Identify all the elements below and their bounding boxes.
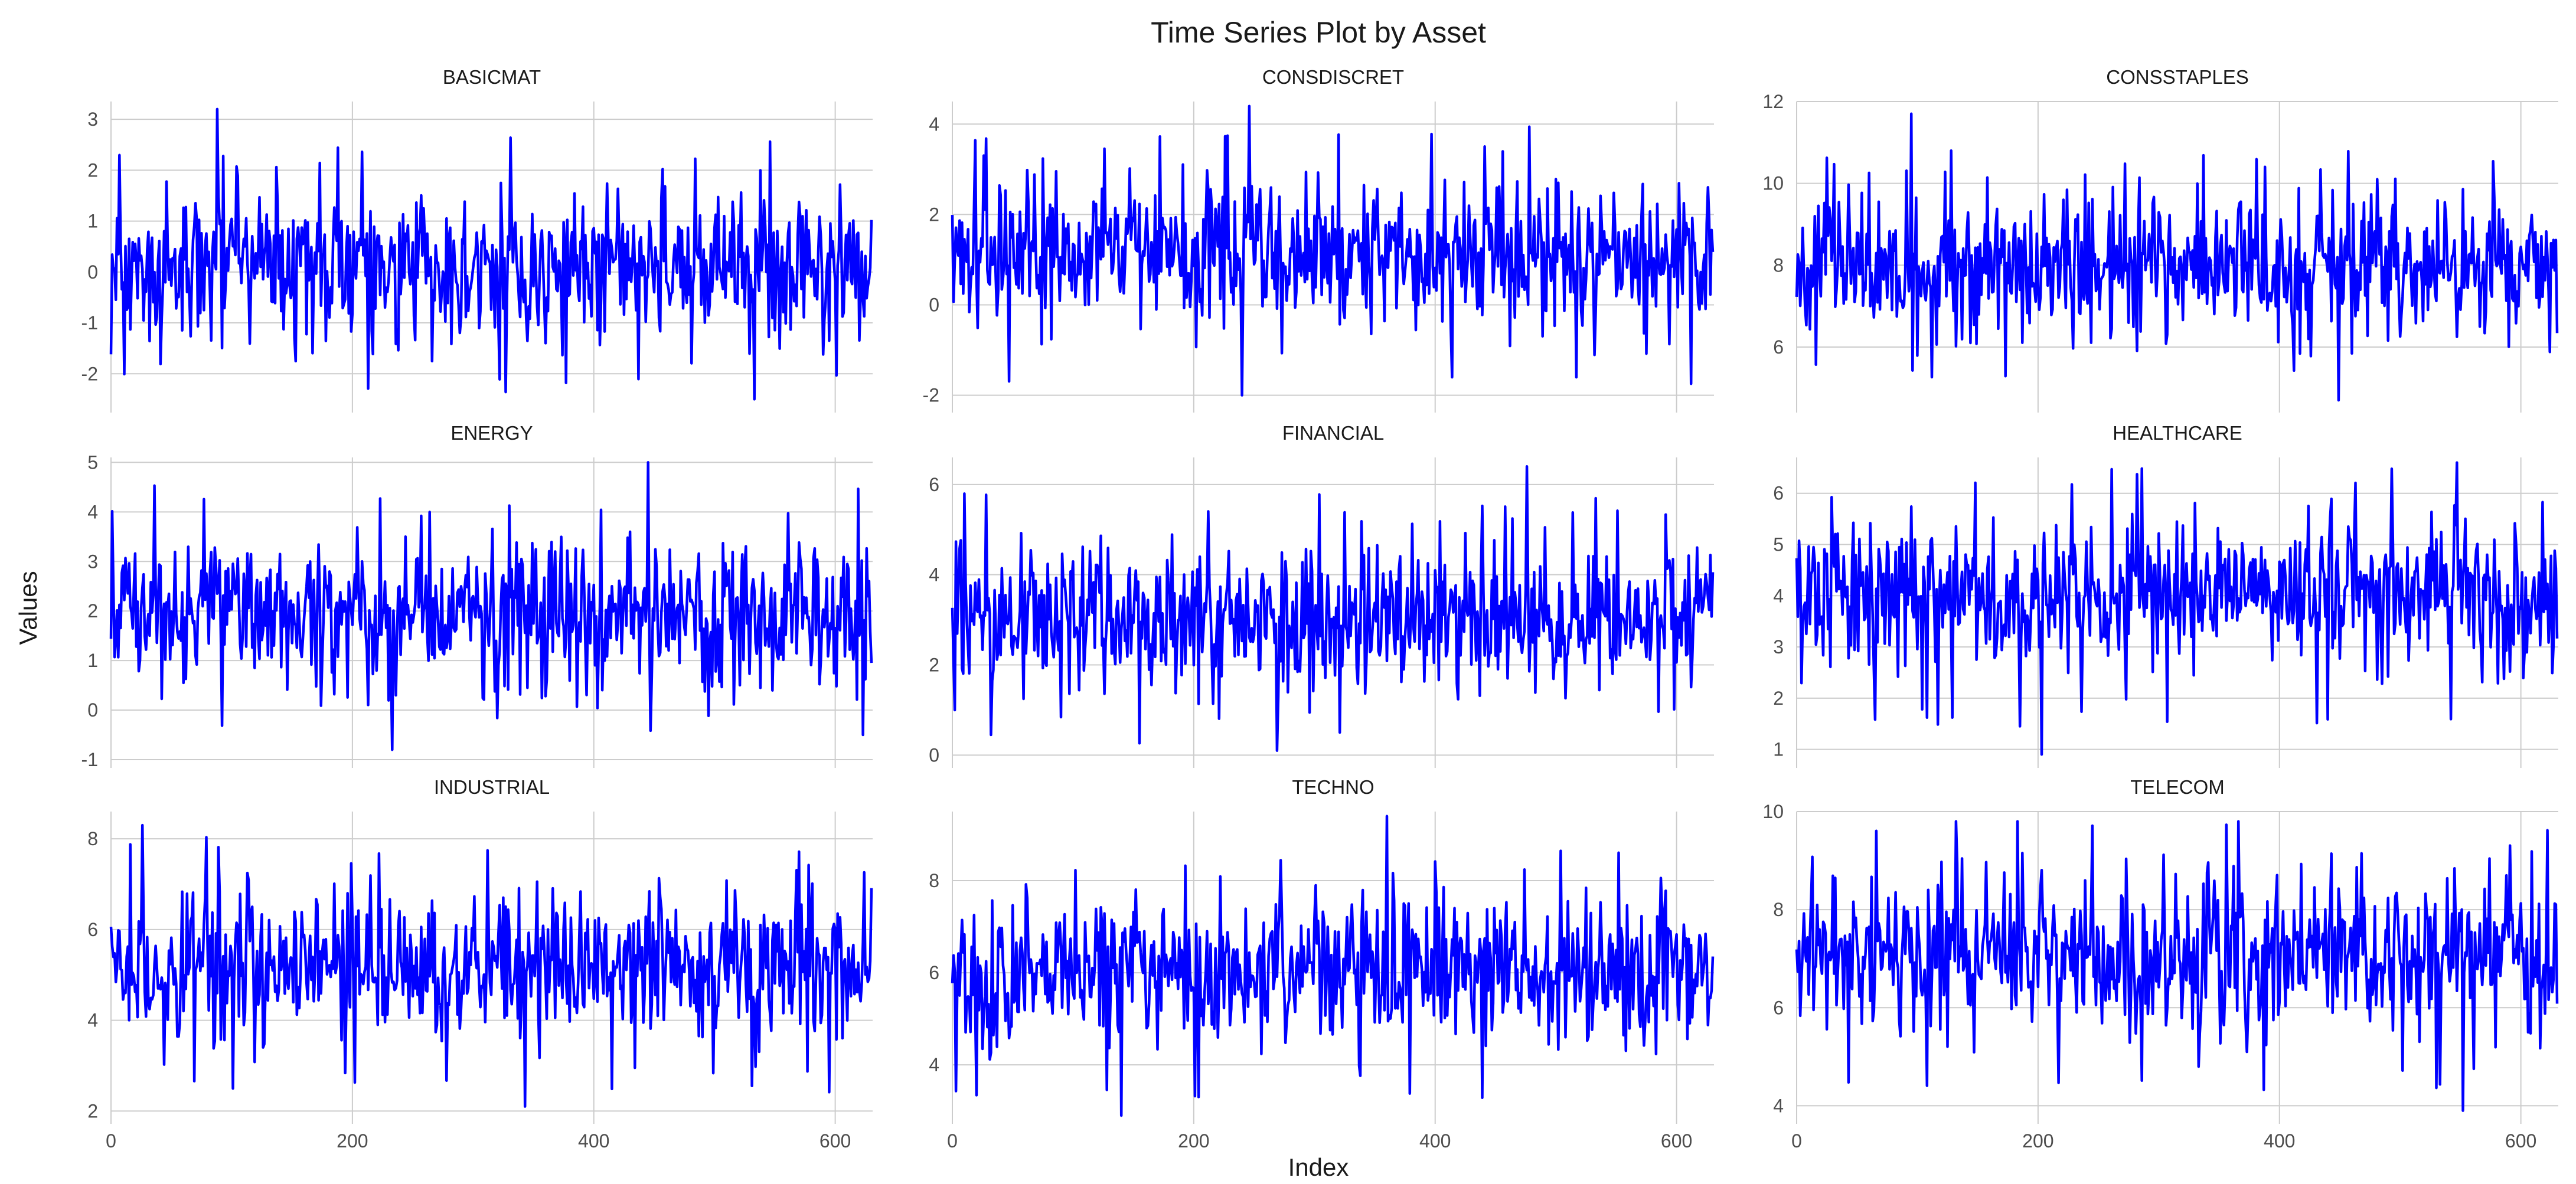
series-line-consdiscret — [951, 104, 1715, 397]
y-tick-label: 6 — [1773, 483, 1784, 504]
facet-consdiscret: -2 0 2 4 CONSDISCRET — [923, 66, 1715, 413]
chart-title: Time Series Plot by Asset — [1151, 16, 1486, 49]
y-tick-label: 0 — [87, 261, 98, 283]
y-tick-label: 6 — [929, 474, 939, 495]
y-tick-label: 6 — [1773, 997, 1784, 1018]
y-tick-label: 6 — [1773, 336, 1784, 358]
series-line-industrial — [109, 823, 873, 1108]
facet-strip-label: TECHNO — [1292, 776, 1374, 798]
facet-telecom: 4 6 8 10 0 200 400 600 TELECOM — [1762, 776, 2559, 1152]
y-tick-label: 2 — [87, 600, 98, 622]
y-tick-label: 1 — [87, 211, 98, 232]
y-tick-label: 5 — [87, 452, 98, 473]
facet-techno: 4 6 8 0 200 400 600 TECHNO — [929, 776, 1715, 1152]
x-tick-label: 0 — [1791, 1130, 1802, 1152]
facet-strip-label: CONSSTAPLES — [2106, 66, 2248, 88]
y-tick-label: 10 — [1762, 801, 1784, 822]
facet-healthcare: 1 2 3 4 5 6 HEALTHCARE — [1773, 422, 2559, 768]
x-tick-label: 400 — [578, 1130, 609, 1152]
y-tick-label: 8 — [1773, 899, 1784, 920]
facet-strip-label: FINANCIAL — [1282, 422, 1384, 444]
x-tick-label: 200 — [1178, 1130, 1209, 1152]
x-tick-label: 0 — [106, 1130, 116, 1152]
facet-consstaples: 6 8 10 12 CONSSTAPLES — [1762, 66, 2559, 413]
y-tick-label: 2 — [1773, 688, 1784, 709]
y-tick-label: 6 — [929, 962, 939, 983]
y-tick-label: 8 — [87, 828, 98, 849]
y-tick-label: 0 — [929, 744, 939, 766]
facet-basicmat: -2 -1 0 1 2 3 BASICMAT — [81, 66, 873, 413]
x-tick-label: 200 — [337, 1130, 368, 1152]
series-line-consstaples — [1795, 112, 2559, 402]
y-tick-label: 4 — [929, 564, 939, 586]
y-tick-label: 6 — [87, 919, 98, 940]
y-tick-label: 0 — [87, 699, 98, 721]
y-tick-label: 2 — [87, 159, 98, 181]
y-tick-label: 8 — [929, 870, 939, 891]
y-tick-label: 3 — [1773, 636, 1784, 658]
x-tick-label: 200 — [2022, 1130, 2053, 1152]
series-line-telecom — [1795, 820, 2559, 1112]
y-tick-label: 3 — [87, 109, 98, 130]
y-tick-label: -1 — [81, 749, 98, 770]
x-tick-label: 600 — [2505, 1130, 2536, 1152]
y-tick-label: 1 — [87, 650, 98, 671]
y-tick-label: 2 — [87, 1100, 98, 1121]
x-tick-label: 0 — [947, 1130, 958, 1152]
x-axis-title: Index — [1288, 1153, 1349, 1181]
y-tick-label: -2 — [81, 363, 98, 384]
y-tick-label: 10 — [1762, 173, 1784, 194]
y-tick-label: 4 — [1773, 585, 1784, 606]
x-tick-label: 600 — [1661, 1130, 1692, 1152]
facet-strip-label: CONSDISCRET — [1262, 66, 1404, 88]
series-line-healthcare — [1795, 461, 2559, 756]
y-tick-label: 5 — [1773, 534, 1784, 555]
y-tick-label: 2 — [929, 204, 939, 225]
series-line-energy — [109, 461, 873, 751]
series-line-techno — [951, 815, 1715, 1117]
facet-strip-label: HEALTHCARE — [2113, 422, 2242, 444]
facet-financial: 0 2 4 6 FINANCIAL — [929, 422, 1715, 768]
facet-strip-label: BASICMAT — [443, 66, 541, 88]
x-tick-label: 400 — [2264, 1130, 2295, 1152]
facet-strip-label: INDUSTRIAL — [434, 776, 550, 798]
series-line-financial — [951, 465, 1715, 752]
y-tick-label: 4 — [87, 501, 98, 522]
facet-energy: -1 0 1 2 3 4 5 ENERGY — [81, 422, 873, 770]
y-tick-label: 1 — [1773, 739, 1784, 760]
y-tick-label: 12 — [1762, 91, 1784, 112]
x-tick-label: 400 — [1419, 1130, 1451, 1152]
y-axis-title: Values — [14, 571, 42, 645]
x-tick-label: 600 — [820, 1130, 851, 1152]
facet-strip-label: TELECOM — [2130, 776, 2225, 798]
y-tick-label: 0 — [929, 295, 939, 316]
facet-industrial: 2 4 6 8 0 200 400 600 INDUSTRIAL — [87, 776, 873, 1152]
y-tick-label: 4 — [929, 113, 939, 135]
y-tick-label: 4 — [929, 1054, 939, 1075]
facet-grid: -2-10123BASICMAT-2024CONSDISCRET681012CO… — [81, 66, 2559, 1152]
series-line-basicmat — [109, 107, 873, 401]
y-tick-label: 3 — [87, 551, 98, 572]
y-tick-label: -2 — [923, 385, 939, 406]
y-tick-label: -1 — [81, 312, 98, 333]
facet-strip-label: ENERGY — [450, 422, 533, 444]
y-tick-label: 8 — [1773, 254, 1784, 276]
y-tick-label: 4 — [1773, 1095, 1784, 1116]
y-tick-label: 4 — [87, 1010, 98, 1031]
y-tick-label: 2 — [929, 655, 939, 676]
